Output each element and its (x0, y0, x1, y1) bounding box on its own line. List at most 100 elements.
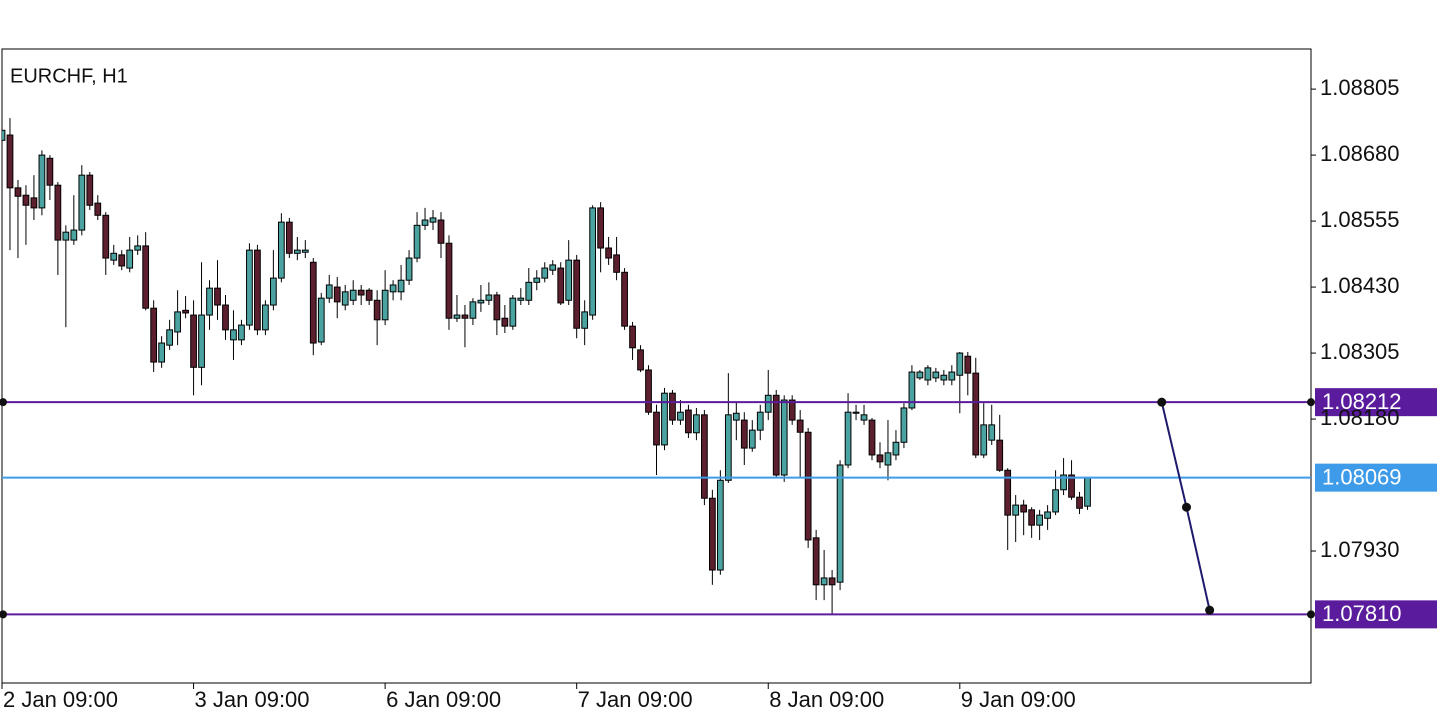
candle-body (701, 414, 708, 499)
candle-body (996, 439, 1004, 471)
candle-body (413, 224, 421, 259)
candle-body (14, 187, 22, 197)
candle-body (22, 194, 30, 206)
candle-body (796, 419, 804, 433)
price-label-box (1315, 388, 1437, 417)
candle-body (341, 291, 349, 306)
candle-body (597, 207, 605, 249)
candle-body (629, 325, 636, 349)
candle-body (541, 267, 549, 279)
candle-body (756, 411, 764, 431)
candle-body (429, 217, 437, 223)
candle-body (94, 202, 102, 216)
y-tick-label: 1.07930 (1320, 537, 1400, 562)
candle-body (477, 299, 485, 304)
candle-body (270, 277, 277, 306)
candle-body (661, 392, 668, 446)
candle-body (182, 309, 189, 314)
candle-body (6, 134, 14, 189)
candle-body (1068, 474, 1075, 498)
candle-body (517, 297, 525, 301)
candle-body (150, 307, 158, 363)
candle-body (964, 355, 972, 374)
candle-body (357, 289, 365, 296)
candle-body (254, 249, 261, 331)
candle-body (349, 289, 357, 301)
candle-body (924, 367, 932, 381)
candle-body (932, 371, 940, 379)
candle-body (198, 314, 205, 368)
candle-body (246, 249, 253, 326)
candle-body (1052, 489, 1059, 513)
candle-body (852, 411, 860, 414)
candle-body (525, 281, 533, 301)
line-anchor (0, 398, 7, 407)
x-tick-label: 3 Jan 09:00 (195, 687, 310, 712)
candle-body (293, 249, 301, 254)
candle-body (677, 411, 684, 421)
candle-body (549, 264, 557, 271)
candle-body (373, 299, 381, 321)
y-tick-label: 1.08805 (1320, 75, 1400, 100)
candle-body (262, 304, 269, 331)
y-tick-label: 1.08680 (1320, 141, 1400, 166)
candle-body (190, 314, 197, 368)
candle-body (485, 294, 493, 301)
candle-body (381, 289, 389, 321)
candle-body (230, 329, 237, 341)
candle-body (972, 372, 980, 456)
x-tick-label: 7 Jan 09:00 (578, 687, 693, 712)
candle-body (1004, 469, 1012, 516)
candle-body (669, 392, 676, 421)
candle-body (222, 304, 229, 331)
candle-body (405, 257, 413, 281)
candle-body (214, 287, 221, 306)
candle-body (581, 311, 589, 329)
y-tick-label: 1.08430 (1320, 273, 1400, 298)
candle-body (693, 414, 700, 434)
candle-body (828, 577, 836, 586)
candle-body (772, 394, 780, 476)
candle-body (86, 174, 94, 206)
price-label-box (1315, 600, 1437, 629)
candle-body (493, 294, 501, 321)
candle-body (860, 414, 868, 421)
candle-body (589, 207, 597, 316)
candle-body (1028, 509, 1036, 526)
chart-title: EURCHF, H1 (10, 65, 128, 87)
candle-body (46, 157, 54, 186)
candle-body (317, 297, 325, 343)
candle-body (174, 311, 181, 333)
candle-body (437, 219, 445, 244)
candle-body (389, 284, 397, 293)
candle-body (1044, 511, 1051, 519)
candle-body (1036, 514, 1043, 526)
candle-body (685, 409, 692, 434)
candle-body (980, 424, 988, 456)
candle-body (1084, 477, 1091, 507)
candle-body (988, 424, 996, 441)
price-label: 1.07810 (1322, 601, 1402, 626)
candle-body (740, 419, 748, 449)
x-tick-label: 2 Jan 09:00 (3, 687, 118, 712)
candle-body (142, 245, 150, 309)
candle-body (724, 414, 732, 481)
candle-body (118, 254, 126, 267)
candle-body (421, 219, 429, 226)
candle-body (645, 369, 652, 413)
candle-body (238, 324, 245, 341)
candle-body (285, 221, 293, 254)
candle-body (948, 371, 956, 381)
x-tick-label: 8 Jan 09:00 (769, 687, 884, 712)
candle-body (812, 537, 820, 586)
candle-body (1076, 496, 1083, 509)
candle-body (844, 411, 852, 466)
candle-body (78, 174, 86, 231)
candle-body (565, 259, 573, 301)
candle-body (501, 317, 509, 327)
candle-body (557, 267, 565, 304)
candle-body (820, 577, 828, 586)
candle-body (533, 277, 541, 283)
candle-body (613, 254, 620, 273)
candle-body (748, 429, 756, 449)
